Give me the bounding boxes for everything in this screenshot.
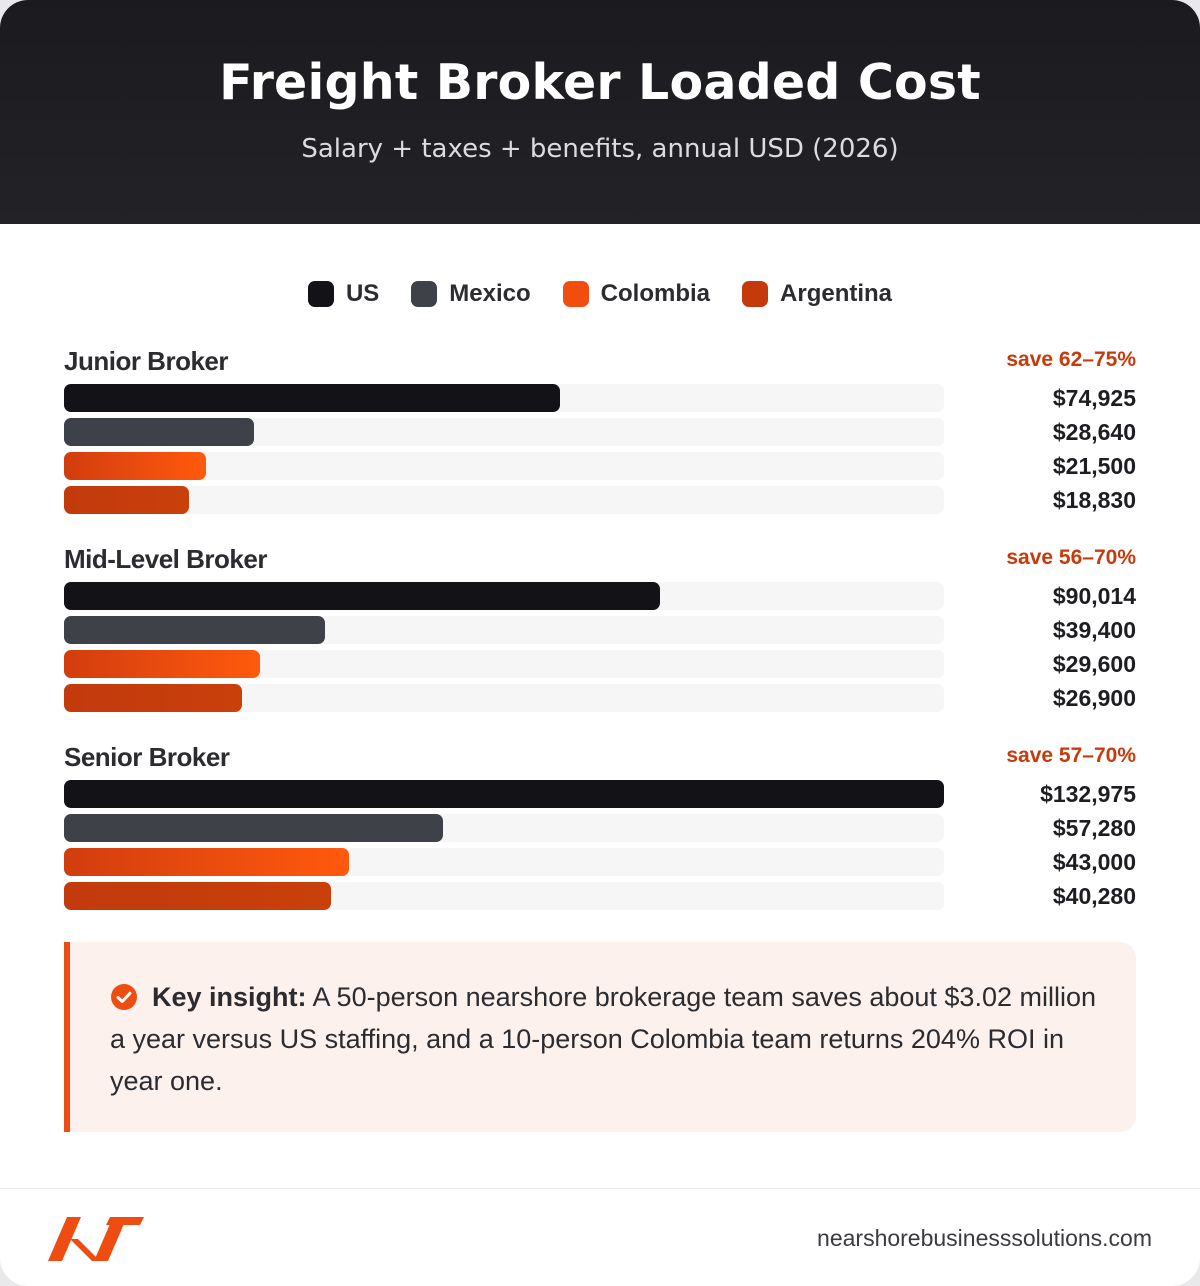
bar-track <box>64 384 944 412</box>
bar-row: $43,000 <box>64 848 1136 876</box>
bar-value-label: $90,014 <box>1052 583 1136 609</box>
insight-label: Key insight: <box>152 982 307 1012</box>
legend-label: US <box>345 280 380 307</box>
savings-label: save 56–70% <box>1006 546 1136 569</box>
bar-mexico <box>64 814 443 842</box>
bar-track <box>64 486 944 514</box>
bar-colombia <box>64 848 349 876</box>
check-circle-icon <box>111 984 137 1010</box>
bar-value-label: $18,830 <box>1052 487 1136 513</box>
bar-argentina <box>64 486 189 514</box>
insight-callout: Key insight: A 50-person nearshore broke… <box>64 942 1136 1132</box>
bar-mexico <box>64 616 325 644</box>
footer: nearshorebusinesssolutions.com <box>0 1188 1200 1286</box>
bar-group: Junior Broker save 62–75% $74,925 $28,640 $2… <box>64 346 1136 520</box>
bar-value-label: $28,640 <box>1052 419 1136 445</box>
group-label: Junior Broker <box>64 346 229 376</box>
bar-row: $74,925 <box>64 384 1136 412</box>
bar-value-label: $40,280 <box>1052 883 1136 909</box>
savings-label: save 57–70% <box>1006 744 1136 767</box>
legend-label: Mexico <box>449 280 531 307</box>
legend-swatch <box>307 281 334 307</box>
bar-track <box>64 418 944 446</box>
page-subtitle: Salary + taxes + benefits, annual USD (2… <box>301 134 899 164</box>
bar-track <box>64 650 944 678</box>
bar-row: $21,500 <box>64 452 1136 480</box>
legend-item: US <box>307 280 380 308</box>
legend-swatch <box>742 281 769 307</box>
bar-argentina <box>64 684 242 712</box>
bar-track <box>64 882 944 910</box>
savings-label: save 62–75% <box>1006 348 1136 371</box>
group-label: Senior Broker <box>64 742 230 772</box>
legend-swatch <box>411 281 438 307</box>
bar-value-label: $57,280 <box>1052 815 1136 841</box>
legend-item: Argentina <box>742 280 892 308</box>
bar-value-label: $26,900 <box>1052 685 1136 711</box>
bar-value-label: $29,600 <box>1052 651 1136 677</box>
bar-value-label: $21,500 <box>1052 453 1136 479</box>
bar-colombia <box>64 452 206 480</box>
legend-item: Colombia <box>562 280 711 308</box>
bar-track <box>64 814 944 842</box>
bar-value-label: $43,000 <box>1052 849 1136 875</box>
bar-argentina <box>64 882 331 910</box>
bar-us <box>64 582 660 610</box>
bar-value-label: $39,400 <box>1052 617 1136 643</box>
bar-group: Mid-Level Broker save 56–70% $90,014 $39,40… <box>64 544 1136 718</box>
bar-row: $40,280 <box>64 882 1136 910</box>
chart-legend: US Mexico Colombia Argentina <box>0 280 1200 308</box>
bar-track <box>64 780 944 808</box>
bar-us <box>64 780 944 808</box>
bar-track <box>64 848 944 876</box>
bar-us <box>64 384 560 412</box>
bar-value-label: $74,925 <box>1052 385 1136 411</box>
bar-track <box>64 684 944 712</box>
insight-text-block: Key insight: A 50-person nearshore broke… <box>110 976 1110 1102</box>
page-title: Freight Broker Loaded Cost <box>219 54 981 111</box>
legend-label: Colombia <box>600 280 711 307</box>
bar-colombia <box>64 650 260 678</box>
bar-value-label: $132,975 <box>1040 781 1136 807</box>
insight-text: A 50-person nearshore brokerage team sav… <box>110 982 1097 1096</box>
bar-mexico <box>64 418 254 446</box>
bar-row: $132,975 <box>64 780 1136 808</box>
bar-row: $26,900 <box>64 684 1136 712</box>
bar-row: $57,280 <box>64 814 1136 842</box>
bar-track <box>64 582 944 610</box>
bar-row: $18,830 <box>64 486 1136 514</box>
bar-track <box>64 452 944 480</box>
legend-item: Mexico <box>411 280 531 308</box>
bar-row: $28,640 <box>64 418 1136 446</box>
bar-row: $29,600 <box>64 650 1136 678</box>
bar-row: $90,014 <box>64 582 1136 610</box>
group-label: Mid-Level Broker <box>64 544 267 574</box>
bar-row: $39,400 <box>64 616 1136 644</box>
nearshore-logo-icon <box>48 1217 144 1261</box>
bar-group: Senior Broker save 57–70% $132,975 $57,280 $… <box>64 742 1136 916</box>
legend-swatch <box>562 281 589 307</box>
footer-url[interactable]: nearshorebusinesssolutions.com <box>817 1225 1152 1251</box>
bar-track <box>64 616 944 644</box>
legend-label: Argentina <box>780 280 893 307</box>
header: Freight Broker Loaded Cost Salary + taxe… <box>0 0 1200 224</box>
